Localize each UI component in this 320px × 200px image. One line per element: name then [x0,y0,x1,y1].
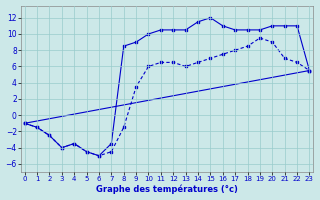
X-axis label: Graphe des températures (°c): Graphe des températures (°c) [96,185,238,194]
